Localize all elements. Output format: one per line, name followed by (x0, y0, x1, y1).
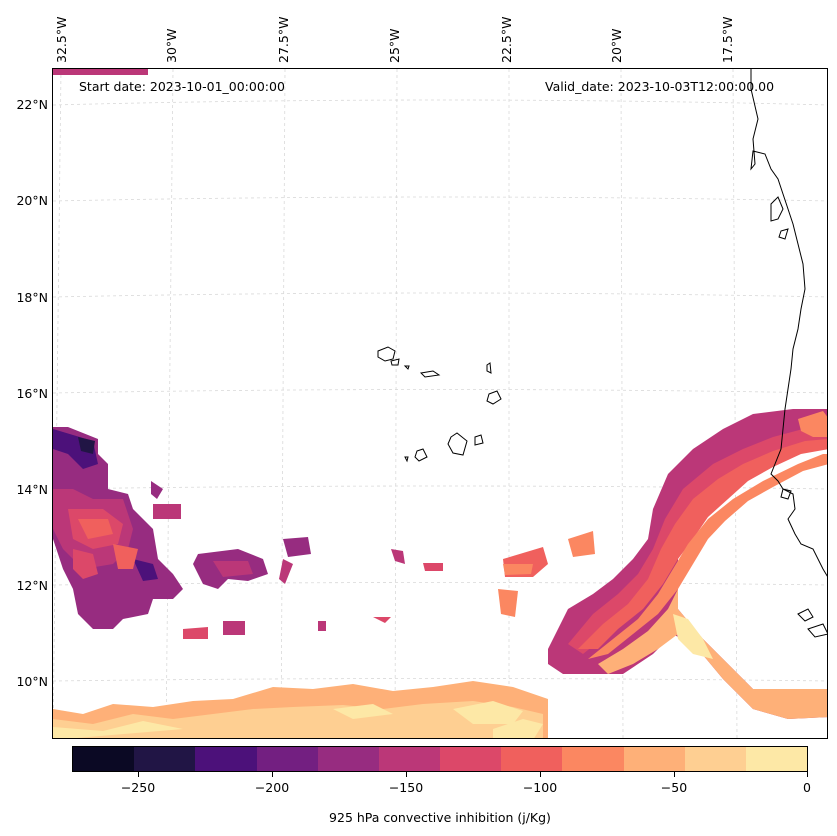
start-date-label: Start date: 2023-10-01_00:00:00 (79, 79, 285, 94)
colorbar-tick (674, 772, 675, 777)
colorbar-segment (623, 747, 685, 771)
colorbar-tick (540, 772, 541, 777)
colorbar-title: 925 hPa convective inhibition (j/Kg) (329, 810, 551, 825)
colorbar-tick (272, 772, 273, 777)
valid-date-label: Valid_date: 2023-10-03T12:00:00.00 (545, 79, 775, 94)
lat-label: 20°N (16, 193, 48, 208)
lon-label: 22.5°W (499, 16, 514, 63)
colorbar-segment (378, 747, 441, 771)
lat-label: 22°N (16, 97, 48, 112)
graticule (53, 69, 827, 738)
map-panel: Start date: 2023-10-01_00:00:00 Valid_da… (52, 68, 828, 739)
colorbar-tick-label: −50 (660, 780, 688, 795)
colorbar-tick (406, 772, 407, 777)
colorbar-segment (134, 747, 196, 771)
cin-contours (53, 69, 827, 738)
lon-label: 30°W (164, 28, 179, 63)
lon-label: 25°W (387, 28, 402, 63)
lat-label: 10°N (16, 674, 48, 689)
map-canvas (53, 69, 827, 738)
lat-label: 14°N (16, 482, 48, 497)
colorbar-tick (807, 772, 808, 777)
coastline (750, 69, 827, 638)
colorbar-tick-label: −100 (522, 780, 558, 795)
colorbar-tick-label: −150 (388, 780, 424, 795)
colorbar (72, 746, 808, 772)
colorbar-segment (562, 747, 624, 771)
colorbar-segment (73, 747, 135, 771)
colorbar-tick-label: 0 (803, 780, 811, 795)
colorbar-segment (256, 747, 318, 771)
cape-verde-islands (377, 346, 502, 463)
lon-label: 20°W (609, 28, 624, 63)
colorbar-tick (138, 772, 139, 777)
lat-label: 18°N (16, 290, 48, 305)
colorbar-segment (684, 747, 746, 771)
lat-label: 12°N (16, 578, 48, 593)
colorbar-segment (440, 747, 502, 771)
colorbar-tick-label: −250 (120, 780, 156, 795)
colorbar-tick-label: −200 (254, 780, 290, 795)
lon-label: 27.5°W (276, 16, 291, 63)
colorbar-segment (195, 747, 257, 771)
lon-label: 32.5°W (54, 16, 69, 63)
colorbar-segment (317, 747, 379, 771)
lon-label: 17.5°W (720, 16, 735, 63)
colorbar-segment (501, 747, 563, 771)
colorbar-segment (745, 747, 808, 771)
lat-label: 16°N (16, 386, 48, 401)
